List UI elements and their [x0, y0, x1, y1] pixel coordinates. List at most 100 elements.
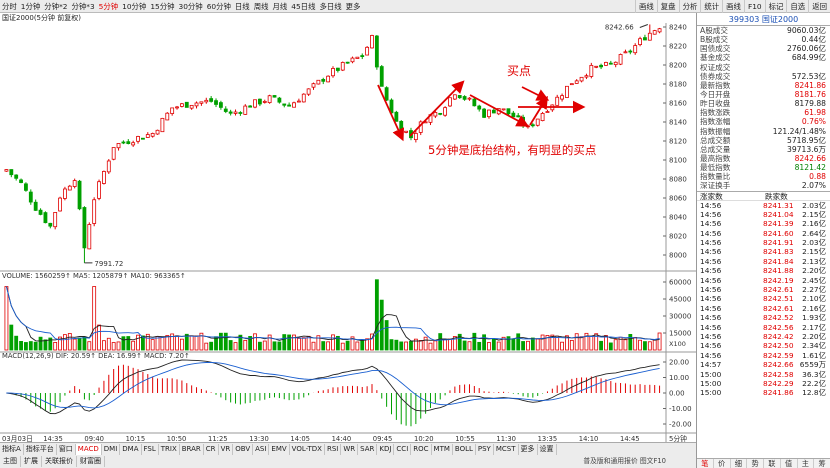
candle-body [189, 104, 194, 109]
period-tab[interactable]: 更多 [345, 2, 361, 11]
indicator-tab[interactable]: MACD [75, 444, 102, 455]
tick-time: 14:56 [700, 228, 722, 238]
indicator-tab[interactable]: WR [341, 444, 359, 455]
stat-value: 684.99亿 [791, 53, 826, 63]
indicator-tab[interactable]: VOL-TDX [290, 444, 325, 455]
candle-body [365, 46, 370, 56]
sidebar-footer-tab[interactable]: 笔 [697, 459, 714, 468]
indicator-tab[interactable]: FSL [142, 444, 159, 455]
tick-volume: 2.20亿 [802, 332, 826, 341]
sidebar-footer-tab[interactable]: 值 [781, 459, 798, 468]
indicator-tab[interactable]: DMI [102, 444, 121, 455]
sidebar-footer-tab[interactable]: 势 [747, 459, 764, 468]
function-tab[interactable]: 自选 [786, 0, 808, 13]
period-tab[interactable]: 30分钟 [178, 2, 203, 11]
indicator-tab[interactable]: EMV [269, 444, 290, 455]
period-tab[interactable]: 月线 [272, 2, 288, 11]
x-axis-label: 10:15 [126, 435, 146, 443]
period-tab[interactable]: 60分钟 [206, 2, 231, 11]
sidebar-footer-tab[interactable]: 细 [731, 459, 748, 468]
period-tab[interactable]: 分钟*3 [71, 2, 95, 11]
volume-bar [355, 341, 360, 351]
candle-body [613, 61, 618, 66]
sub-tab[interactable]: 财富圈 [77, 456, 105, 467]
indicator-tab[interactable]: BOLL [453, 444, 476, 455]
function-tab[interactable]: 返回 [808, 0, 830, 13]
tick-row: 14:57 8242.66 6559万 [697, 360, 830, 369]
period-tab[interactable]: 分时 [2, 2, 17, 11]
indicator-tab[interactable]: BRAR [180, 444, 204, 455]
stat-row: 最新指数 8241.86 [697, 81, 830, 90]
stat-label: 指数振幅 [700, 126, 731, 136]
x-axis-label: 14:35 [43, 435, 63, 443]
candle-body [150, 133, 155, 137]
period-tab[interactable]: 5分钟 [98, 2, 119, 11]
indicator-tab[interactable]: 更多 [519, 444, 538, 455]
indicator-tab[interactable]: RSI [325, 444, 342, 455]
indicator-tab[interactable]: PSY [476, 444, 494, 455]
sub-tab[interactable]: 主图 [0, 456, 21, 467]
indicator-tab[interactable]: 窗口 [57, 444, 76, 455]
indicator-tab[interactable]: ASI [253, 444, 270, 455]
indicator-tab[interactable]: SAR [358, 444, 378, 455]
volume-bar [535, 338, 540, 351]
indicator-tab[interactable]: KDJ [377, 444, 395, 455]
indicator-tab[interactable]: CCI [394, 444, 412, 455]
period-tab[interactable]: 多日线 [319, 2, 342, 11]
tick-row: 14:56 8242.61 2.27亿 [697, 285, 830, 294]
indicator-tab[interactable]: OBV [233, 444, 254, 455]
period-toolbar: 分时 1分钟 分钟*2 分钟*3 5分钟 10分钟 15分钟 30分钟 60分钟 日线 周线 月线 45… [0, 0, 830, 13]
function-tab[interactable]: 画线 [722, 0, 744, 13]
function-tab[interactable]: 分析 [678, 0, 701, 13]
candle-body [477, 105, 482, 110]
function-tab[interactable]: 复盘 [656, 0, 679, 13]
indicator-tab[interactable]: ROC [411, 444, 432, 455]
indicator-tab[interactable]: MCST [494, 444, 519, 455]
candle-body [316, 79, 321, 85]
candle-body [594, 65, 599, 68]
candle-body [277, 97, 282, 103]
function-tab[interactable]: 标记 [764, 0, 787, 13]
kline-chart[interactable]: 8240 8220 8200 8180 8160 8140 8120 8100 8080 8060… [0, 23, 696, 443]
period-tab[interactable]: 分钟*2 [44, 2, 68, 11]
tick-row: 14:56 8242.52 1.93亿 [697, 313, 830, 322]
y-tick-label: 8080 [669, 176, 687, 184]
volume-bar [404, 341, 409, 351]
sidebar-footer-tab[interactable]: 价 [714, 459, 731, 468]
period-tab[interactable]: 周线 [253, 2, 269, 11]
tick-row: 14:56 8242.59 1.61亿 [697, 351, 830, 360]
volume-bar [643, 341, 647, 351]
candle-body [350, 57, 355, 63]
function-tab[interactable]: F10 [743, 0, 765, 13]
sub-tab[interactable]: 关联报价 [42, 456, 77, 467]
candle-body [443, 107, 448, 116]
period-tab[interactable]: 15分钟 [150, 2, 175, 11]
indicator-tab[interactable]: 设置 [538, 444, 557, 455]
indicator-tab[interactable]: VR [219, 444, 234, 455]
period-tab[interactable]: 1分钟 [20, 2, 41, 11]
indicator-tabs: 指标A 指标平台 窗口 MACD DMI DMA FSL TRIX BRAR CR VR OBV ASI… [0, 444, 557, 455]
stat-row: 国债成交 2760.06亿 [697, 44, 830, 53]
period-tab[interactable]: 10分钟 [122, 2, 147, 11]
sidebar-footer-tab[interactable]: 筹 [814, 459, 830, 468]
indicator-tab[interactable]: DMA [120, 444, 142, 455]
function-tab[interactable]: 画线 [634, 0, 657, 13]
period-tab[interactable]: 日线 [234, 2, 250, 11]
indicator-tab[interactable]: TRIX [159, 444, 180, 455]
sidebar-footer-tab[interactable]: 主 [798, 459, 815, 468]
function-tab[interactable]: 统计 [700, 0, 722, 13]
chart-area[interactable]: 8240 8220 8200 8180 8160 8140 8120 8100 8080 8060… [0, 23, 696, 463]
candle-body [657, 28, 662, 33]
tick-price: 8242.56 [763, 322, 794, 332]
indicator-tab[interactable]: 指标A [0, 444, 24, 455]
volume-bar [370, 333, 374, 351]
indicator-tab[interactable]: 指标平台 [24, 444, 57, 455]
sidebar-footer-tab[interactable]: 联 [764, 459, 781, 468]
candle-body [569, 83, 574, 86]
indicator-tab[interactable]: MTM [432, 444, 453, 455]
period-tab[interactable]: 45日线 [291, 2, 316, 11]
candle-body [545, 111, 550, 113]
tick-row: 14:56 8241.91 2.03亿 [697, 238, 830, 247]
indicator-tab[interactable]: CR [204, 444, 219, 455]
sub-tab[interactable]: 扩展 [21, 456, 42, 467]
